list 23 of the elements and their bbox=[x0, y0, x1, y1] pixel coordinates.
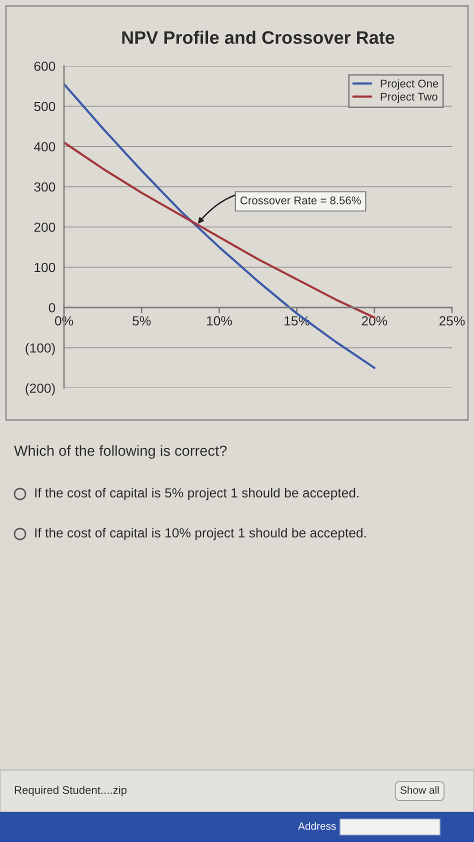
x-tick-label: 10% bbox=[207, 316, 232, 326]
y-tick-label: 500 bbox=[34, 102, 56, 112]
text: Required Student....zip bbox=[14, 786, 127, 796]
annotation: Crossover Rate = 8.56% bbox=[240, 196, 361, 204]
x-tick-label: 25% bbox=[439, 316, 465, 326]
legend-label: Project One bbox=[380, 79, 438, 90]
text: Show all bbox=[400, 786, 439, 794]
y-tick-label: (200) bbox=[26, 383, 55, 396]
y-tick-label: 200 bbox=[34, 222, 56, 232]
text: If the cost of capital is 5% project 1 should be accepted. bbox=[35, 488, 358, 500]
x-tick-label: 0% bbox=[54, 316, 74, 326]
text: Address bbox=[298, 822, 336, 830]
y-tick-label: 300 bbox=[34, 182, 56, 192]
text: Which of the following is correct? bbox=[14, 445, 227, 459]
text: If the cost of capital is 10% project 1 should be accepted. bbox=[35, 528, 366, 540]
legend-label: Project Two bbox=[380, 92, 438, 103]
x-tick-label: 5% bbox=[132, 316, 151, 326]
y-tick-label: 600 bbox=[34, 62, 56, 71]
chart-title: NPV Profile and Crossover Rate bbox=[122, 30, 394, 44]
y-tick-label: 0 bbox=[48, 303, 56, 312]
y-tick-label: 400 bbox=[34, 142, 56, 152]
y-tick-label: 100 bbox=[34, 262, 56, 272]
y-tick-label: (100) bbox=[26, 342, 55, 356]
